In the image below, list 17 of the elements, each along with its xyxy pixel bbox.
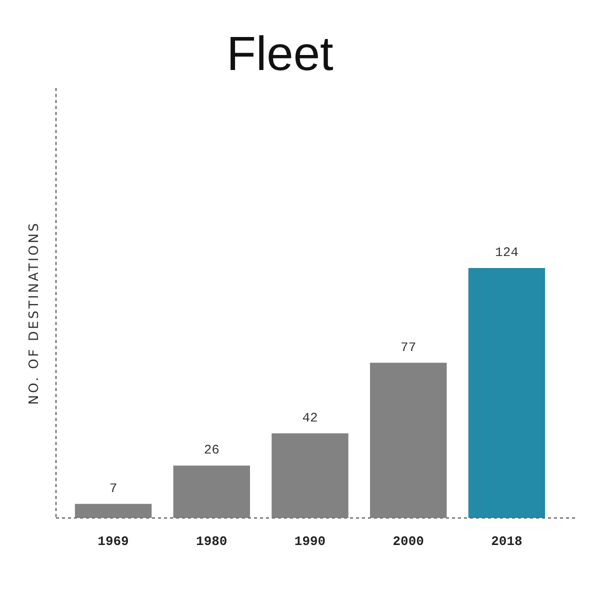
- x-tick-label: 1990: [294, 534, 326, 549]
- y-axis-title: NO. OF DESTINATIONS: [27, 221, 42, 405]
- data-label: 7: [109, 480, 118, 496]
- chart-title: Fleet: [226, 28, 334, 81]
- bar: [370, 362, 447, 518]
- data-label: 124: [495, 245, 519, 260]
- data-label: 42: [302, 410, 318, 426]
- x-tick-label: 2018: [491, 534, 523, 549]
- data-label: 77: [400, 340, 416, 355]
- bar: [272, 433, 348, 518]
- bar: [468, 268, 546, 518]
- x-tick-label: 1980: [196, 534, 228, 549]
- x-tick-label: 2000: [392, 534, 424, 549]
- x-tick-label: 1969: [98, 534, 130, 549]
- bar: [173, 466, 250, 518]
- bar: [74, 504, 152, 518]
- data-label: 26: [204, 442, 220, 458]
